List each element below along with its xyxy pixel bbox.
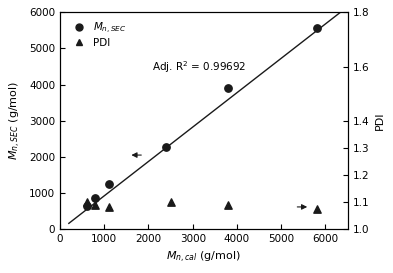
Point	[105, 182, 112, 186]
Y-axis label: PDI: PDI	[375, 111, 385, 130]
Y-axis label: $M_{n,SEC}$ (g/mol): $M_{n,SEC}$ (g/mol)	[8, 81, 24, 160]
Point	[314, 207, 320, 211]
Point	[167, 200, 174, 204]
Point	[225, 86, 231, 90]
X-axis label: $M_{n,cal}$ (g/mol): $M_{n,cal}$ (g/mol)	[166, 250, 241, 265]
Point	[225, 203, 231, 207]
Text: Adj. R$^2$ = 0.99692: Adj. R$^2$ = 0.99692	[152, 59, 246, 75]
Point	[314, 25, 320, 30]
Point	[163, 145, 169, 149]
Point	[83, 200, 90, 204]
Point	[92, 195, 99, 200]
Point	[83, 204, 90, 209]
Legend: $M_{n,SEC}$, PDI: $M_{n,SEC}$, PDI	[65, 17, 130, 51]
Point	[105, 205, 112, 210]
Point	[92, 203, 99, 207]
